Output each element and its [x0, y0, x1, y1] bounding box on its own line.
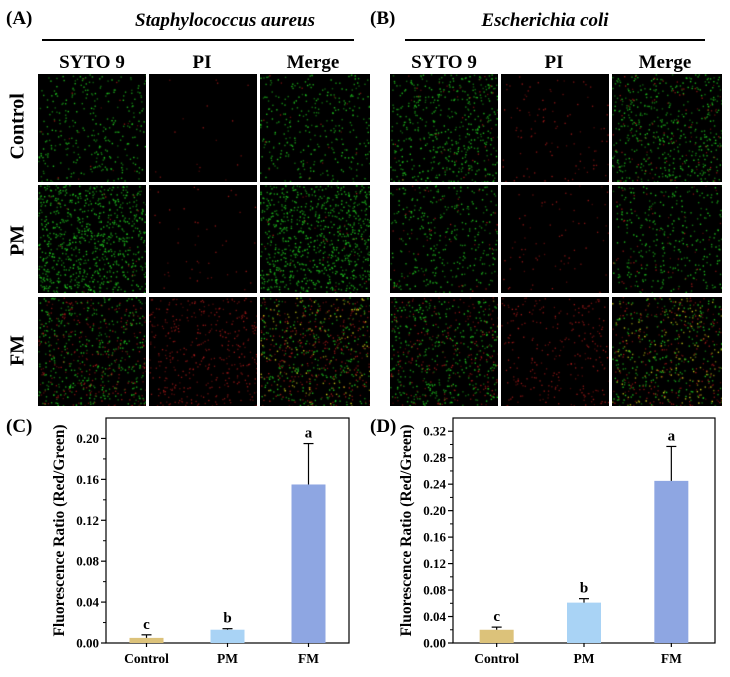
y-tick-label: 0.00 — [423, 636, 446, 651]
panel-label-a: (A) — [6, 8, 33, 29]
micrograph-b-pm-merge — [612, 185, 722, 293]
y-tick-label: 0.12 — [423, 556, 446, 571]
column-header-b-merge: Merge — [638, 52, 692, 73]
micrograph-b-fm-pi — [501, 297, 609, 406]
micrograph-b-control-merge — [612, 74, 722, 182]
micrograph-b-fm-merge — [612, 297, 722, 406]
y-tick-label: 0.08 — [76, 554, 99, 569]
panel-label-d: (D) — [370, 416, 397, 437]
x-tick-label: Control — [474, 651, 519, 666]
micrograph-a-fm-merge — [260, 297, 370, 406]
micrograph-grid-b — [390, 74, 722, 406]
header-rule-b — [405, 39, 705, 41]
bar-fm — [654, 480, 689, 643]
micrograph-a-fm-syto9 — [38, 297, 146, 406]
column-header-b-pi: PI — [544, 52, 564, 73]
y-tick-label: 0.24 — [423, 477, 446, 492]
x-tick-label: PM — [217, 651, 238, 666]
y-tick-label: 0.04 — [423, 609, 446, 624]
significance-label: b — [223, 611, 231, 627]
y-tick-label: 0.28 — [423, 450, 446, 465]
bar-pm — [210, 629, 245, 643]
y-tick-label: 0.32 — [423, 424, 446, 439]
y-tick-label: 0.04 — [76, 595, 99, 610]
column-header-a-pi: PI — [192, 52, 212, 73]
micrograph-a-fm-pi — [149, 297, 257, 406]
micrograph-b-control-pi — [501, 74, 609, 182]
y-tick-label: 0.16 — [423, 530, 446, 545]
y-tick-label: 0.12 — [76, 513, 99, 528]
bar-chart-d: 0.00 0.04 0.08 0.12 0.16 0.20 0.24 0.28 0.32 Fluo… — [398, 417, 716, 666]
row-label-fm: FM — [6, 334, 29, 367]
y-tick-label: 0.16 — [76, 472, 99, 487]
organism-title-b: Escherichia coli — [481, 10, 609, 31]
significance-label: c — [493, 609, 500, 625]
micrograph-a-pm-pi — [149, 185, 257, 293]
y-tick-label: 0.08 — [423, 583, 446, 598]
x-tick-label: PM — [574, 651, 595, 666]
header-rule-a — [42, 39, 354, 41]
y-axis-label: Fluorescence Ratio (Red/Green) — [398, 424, 415, 636]
micrograph-a-control-merge — [260, 74, 370, 182]
micrograph-a-pm-merge — [260, 185, 370, 293]
micrograph-a-control-syto9 — [38, 74, 146, 182]
bar-chart-c: 0.00 0.04 0.08 0.12 0.16 0.20 Fluorescence Rat… — [51, 417, 350, 666]
column-header-b-syto9: SYTO 9 — [411, 52, 477, 73]
y-tick-label: 0.20 — [76, 431, 99, 446]
micrograph-b-pm-pi — [501, 185, 609, 293]
y-axis-label: Fluorescence Ratio (Red/Green) — [51, 424, 68, 636]
micrograph-grid-a — [38, 74, 370, 406]
panel-label-b: (B) — [370, 8, 396, 29]
bar-fm — [291, 484, 326, 643]
micrograph-a-control-pi — [149, 74, 257, 182]
x-tick-label: FM — [298, 651, 319, 666]
x-tick-label: Control — [124, 651, 169, 666]
significance-label: a — [668, 428, 676, 444]
significance-label: c — [143, 617, 150, 633]
micrograph-b-fm-syto9 — [390, 297, 498, 406]
y-tick-label: 0.00 — [76, 636, 99, 651]
x-tick-label: FM — [661, 651, 682, 666]
micrograph-b-pm-syto9 — [390, 185, 498, 293]
y-tick-label: 0.20 — [423, 503, 446, 518]
row-label-control: Control — [6, 93, 29, 160]
bar-control — [479, 629, 514, 643]
organism-title-a: Staphylococcus aureus — [135, 10, 315, 31]
micrograph-a-pm-syto9 — [38, 185, 146, 293]
significance-label: a — [305, 426, 313, 442]
significance-label: b — [580, 581, 588, 597]
panel-label-c: (C) — [6, 416, 33, 437]
bar-pm — [567, 602, 601, 643]
bar-control — [129, 637, 164, 643]
row-label-pm: PM — [6, 224, 29, 257]
column-header-a-syto9: SYTO 9 — [59, 52, 125, 73]
column-header-a-merge: Merge — [286, 52, 340, 73]
micrograph-b-control-syto9 — [390, 74, 498, 182]
